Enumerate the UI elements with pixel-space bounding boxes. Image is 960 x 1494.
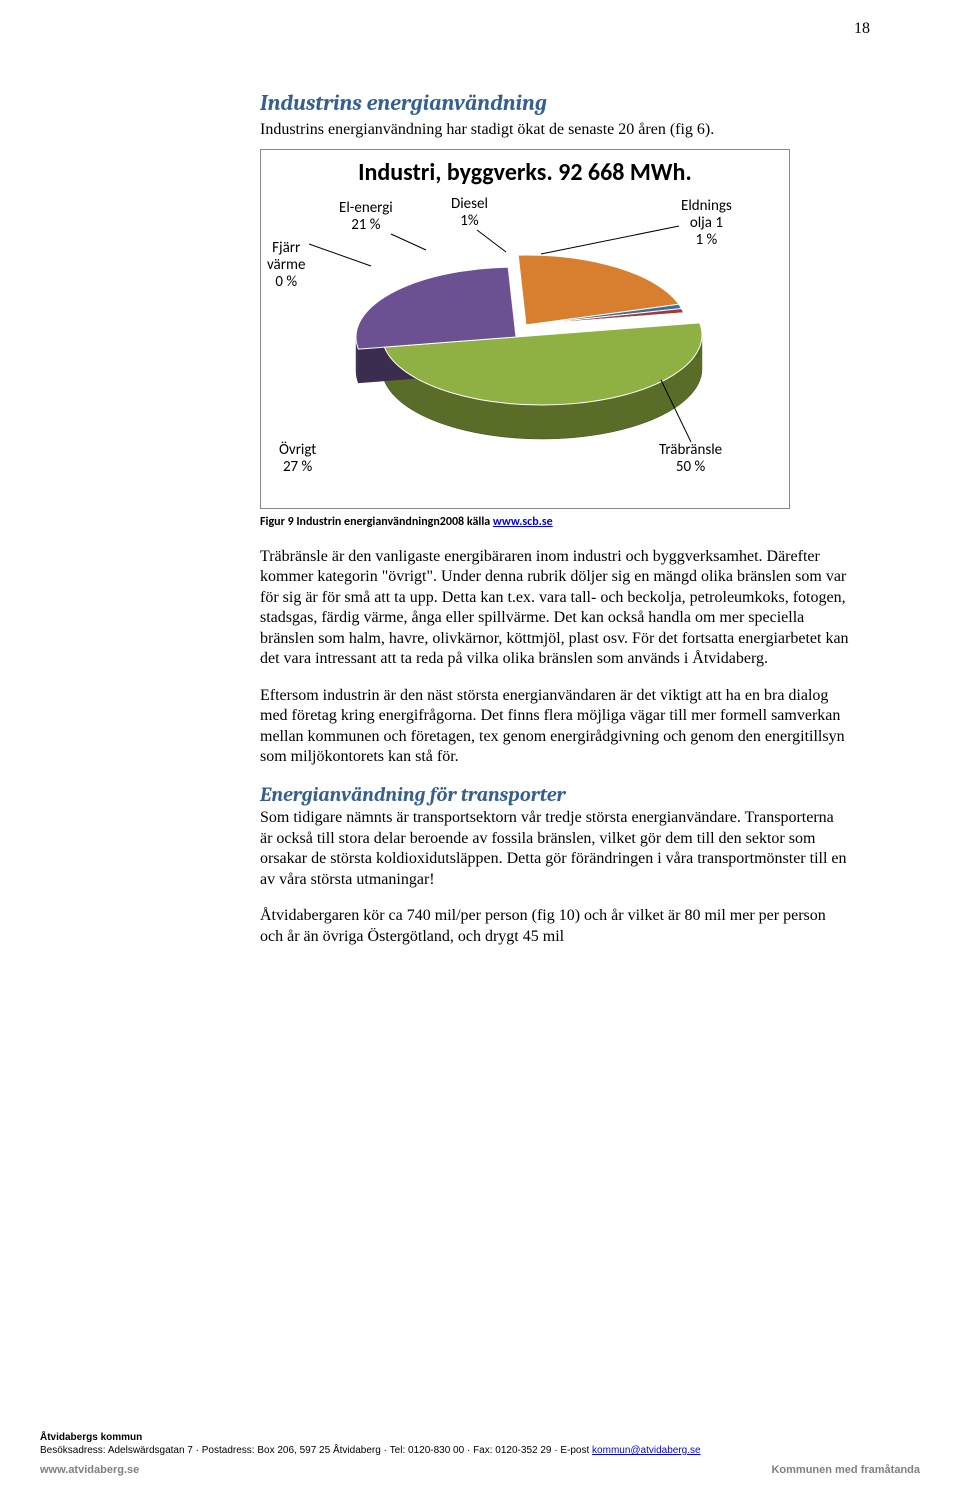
footer-tagline: Kommunen med framåtanda: [771, 1464, 920, 1476]
footer-address-line: Besöksadress: Adelswärdsgatan 7 · Postad…: [40, 1445, 920, 1456]
footer-epost-link[interactable]: kommun@atvidaberg.se: [592, 1445, 701, 1456]
footer-fax: Fax: 0120-352 29: [473, 1445, 551, 1456]
page-footer: Åtvidabergs kommun Besöksadress: Adelswä…: [40, 1432, 920, 1476]
pie-chart: Industri, byggverks. 92 668 MWh. Fjärr v…: [260, 149, 790, 509]
section-heading: Industrins energianvändning: [260, 90, 850, 116]
chart-label: Eldnings olja 1 1 %: [681, 198, 732, 250]
chart-label: Träbränsle 50 %: [659, 442, 722, 477]
page-number: 18: [854, 20, 870, 38]
footer-site: www.atvidaberg.se: [40, 1464, 139, 1476]
chart-title: Industri, byggverks. 92 668 MWh.: [261, 150, 789, 187]
subsection-heading: Energianvändning för transporter: [260, 783, 850, 806]
paragraph: Träbränsle är den vanligaste energibärar…: [260, 547, 850, 670]
chart-label: El-energi 21 %: [339, 200, 393, 235]
chart-label: Fjärr värme 0 %: [267, 240, 305, 292]
chart-label: Övrigt 27 %: [279, 442, 316, 477]
paragraph: Som tidigare nämnts är transportsektorn …: [260, 808, 850, 890]
chart-area: Fjärr värme 0 % El-energi 21 % Diesel 1% El…: [261, 190, 789, 508]
figcaption-link[interactable]: www.scb.se: [493, 515, 553, 529]
footer-post-address: Postadress: Box 206, 597 25 Åtvidaberg: [202, 1445, 381, 1456]
chart-label: Diesel 1%: [451, 196, 488, 231]
footer-tel: Tel: 0120-830 00: [390, 1445, 465, 1456]
paragraph: Åtvidabergaren kör ca 740 mil/per person…: [260, 906, 850, 947]
intro-text: Industrins energianvändning har stadigt …: [260, 120, 850, 141]
footer-epost-label: E-post: [560, 1445, 592, 1456]
figure-caption: Figur 9 Industrin energianvändningn2008 …: [260, 515, 850, 529]
footer-visit-address: Besöksadress: Adelswärdsgatan 7: [40, 1445, 193, 1456]
paragraph: Eftersom industrin är den näst största e…: [260, 686, 850, 768]
footer-org: Åtvidabergs kommun: [40, 1432, 920, 1443]
figcaption-text: Figur 9 Industrin energianvändningn2008 …: [260, 515, 493, 529]
main-content: Industrins energianvändning Industrins e…: [0, 0, 960, 947]
